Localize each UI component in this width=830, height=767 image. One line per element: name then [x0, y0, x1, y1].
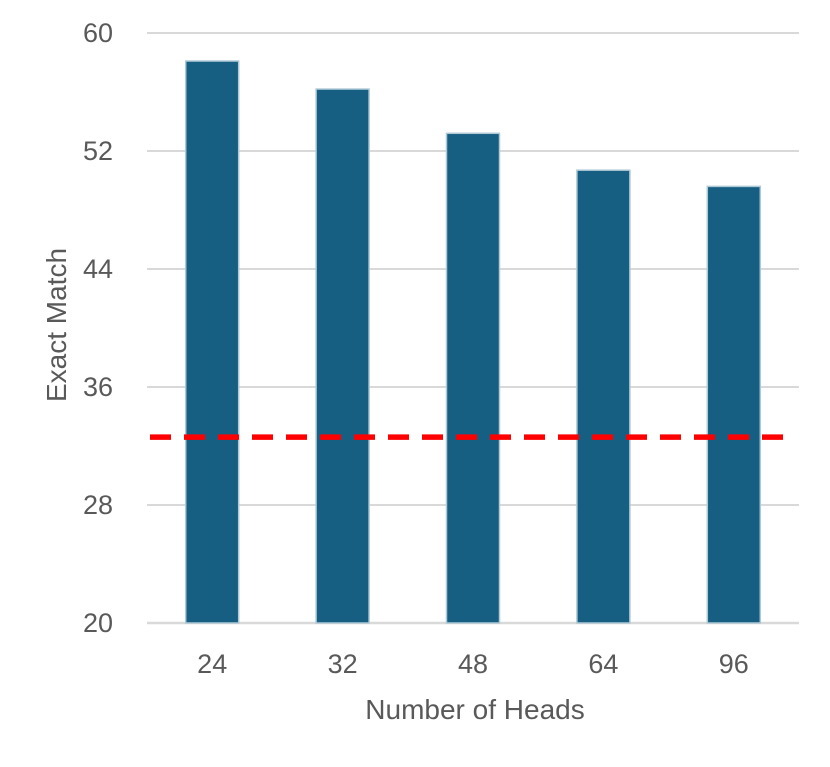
y-tick-label: 60 [83, 18, 113, 48]
bar [576, 169, 631, 624]
y-axis-title: Exact Match [41, 247, 72, 403]
x-axis-title: Number of Heads [365, 694, 585, 725]
bar [315, 88, 370, 624]
bar [184, 60, 240, 624]
bar [706, 185, 762, 624]
y-tick-label: 44 [83, 254, 113, 284]
y-tick-label: 28 [83, 490, 113, 520]
y-tick-label: 52 [83, 136, 113, 166]
x-tick-label: 96 [719, 649, 749, 679]
bar [445, 132, 501, 624]
x-tick-label: 48 [458, 649, 488, 679]
x-tick-label: 24 [197, 649, 227, 679]
y-tick-label: 36 [83, 372, 113, 402]
x-tick-label: 32 [328, 649, 358, 679]
y-tick-label: 20 [83, 608, 113, 638]
x-tick-label: 64 [588, 649, 618, 679]
